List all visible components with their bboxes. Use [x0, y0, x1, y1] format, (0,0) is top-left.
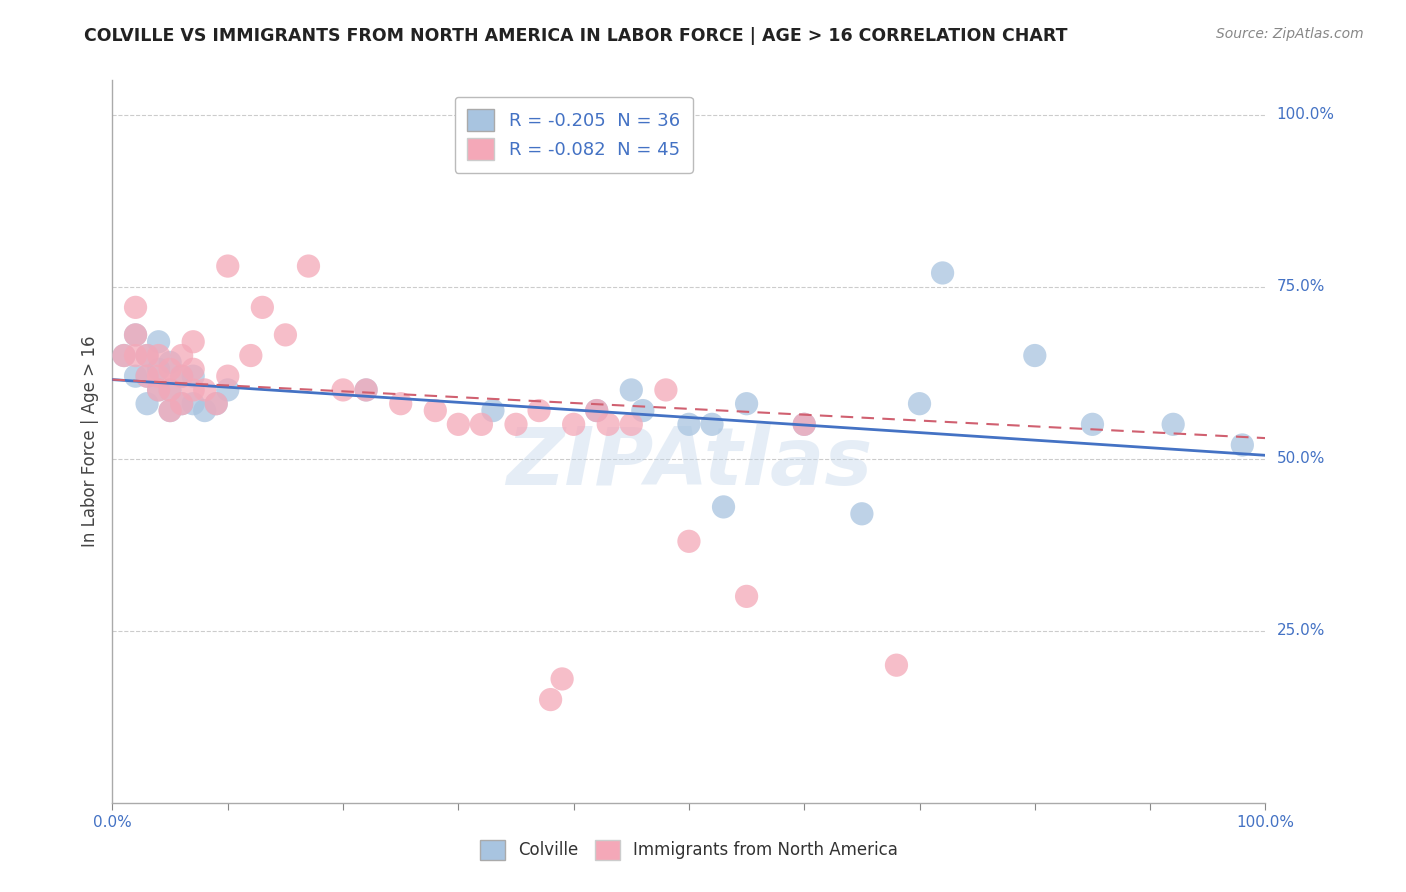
Text: COLVILLE VS IMMIGRANTS FROM NORTH AMERICA IN LABOR FORCE | AGE > 16 CORRELATION : COLVILLE VS IMMIGRANTS FROM NORTH AMERIC…	[84, 27, 1069, 45]
Point	[124, 301, 146, 315]
Point	[239, 349, 262, 363]
Point	[136, 369, 159, 384]
Point	[931, 266, 953, 280]
Point	[136, 397, 159, 411]
Point	[217, 369, 239, 384]
Point	[159, 403, 181, 417]
Point	[620, 383, 643, 397]
Point	[124, 327, 146, 342]
Point	[112, 349, 135, 363]
Point	[148, 369, 170, 384]
Point	[851, 507, 873, 521]
Point	[170, 349, 193, 363]
Point	[159, 362, 181, 376]
Point	[205, 397, 228, 411]
Point	[159, 403, 181, 417]
Point	[1081, 417, 1104, 432]
Text: Source: ZipAtlas.com: Source: ZipAtlas.com	[1216, 27, 1364, 41]
Text: ZIPAtlas: ZIPAtlas	[506, 425, 872, 502]
Point	[908, 397, 931, 411]
Point	[793, 417, 815, 432]
Point	[181, 362, 204, 376]
Point	[678, 534, 700, 549]
Point	[274, 327, 297, 342]
Point	[136, 349, 159, 363]
Point	[112, 349, 135, 363]
Point	[170, 369, 193, 384]
Point	[354, 383, 377, 397]
Point	[136, 349, 159, 363]
Point	[598, 417, 620, 432]
Point	[425, 403, 447, 417]
Point	[527, 403, 550, 417]
Point	[159, 383, 181, 397]
Point	[205, 397, 228, 411]
Point	[194, 383, 217, 397]
Point	[181, 369, 204, 384]
Point	[620, 417, 643, 432]
Point	[886, 658, 908, 673]
Point	[148, 349, 170, 363]
Point	[136, 369, 159, 384]
Point	[655, 383, 678, 397]
Point	[678, 417, 700, 432]
Point	[389, 397, 412, 411]
Point	[181, 383, 204, 397]
Point	[148, 383, 170, 397]
Point	[148, 383, 170, 397]
Point	[713, 500, 735, 514]
Point	[124, 349, 146, 363]
Point	[562, 417, 585, 432]
Point	[252, 301, 274, 315]
Point	[585, 403, 607, 417]
Point	[735, 397, 758, 411]
Point	[1024, 349, 1046, 363]
Text: 25.0%: 25.0%	[1277, 624, 1324, 639]
Point	[194, 403, 217, 417]
Text: 75.0%: 75.0%	[1277, 279, 1324, 294]
Point	[505, 417, 527, 432]
Text: 100.0%: 100.0%	[1277, 107, 1334, 122]
Legend: Colville, Immigrants from North America: Colville, Immigrants from North America	[472, 833, 905, 867]
Point	[124, 327, 146, 342]
Point	[470, 417, 492, 432]
Point	[631, 403, 654, 417]
Point	[585, 403, 607, 417]
Point	[700, 417, 723, 432]
Point	[551, 672, 574, 686]
Point	[159, 383, 181, 397]
Point	[148, 334, 170, 349]
Point	[217, 383, 239, 397]
Point	[124, 369, 146, 384]
Point	[217, 259, 239, 273]
Point	[1161, 417, 1184, 432]
Text: 50.0%: 50.0%	[1277, 451, 1324, 467]
Point	[181, 397, 204, 411]
Point	[181, 334, 204, 349]
Point	[354, 383, 377, 397]
Point	[540, 692, 562, 706]
Point	[1232, 438, 1254, 452]
Point	[170, 397, 193, 411]
Y-axis label: In Labor Force | Age > 16: In Labor Force | Age > 16	[80, 335, 98, 548]
Point	[482, 403, 505, 417]
Point	[332, 383, 354, 397]
Point	[297, 259, 319, 273]
Point	[148, 362, 170, 376]
Point	[159, 355, 181, 369]
Point	[447, 417, 470, 432]
Point	[793, 417, 815, 432]
Point	[170, 397, 193, 411]
Point	[735, 590, 758, 604]
Point	[170, 369, 193, 384]
